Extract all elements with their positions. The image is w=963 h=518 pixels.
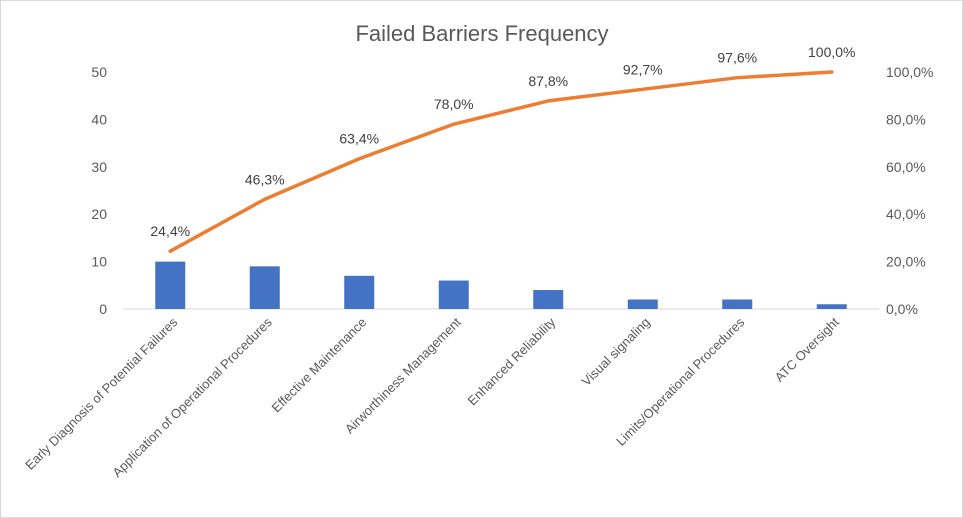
- y-tick-label: 30: [91, 159, 107, 175]
- bar: [438, 280, 469, 309]
- line-point: [641, 87, 645, 91]
- category-label: Application of Operational Procedures: [109, 314, 275, 480]
- data-label: 46,3%: [245, 171, 285, 187]
- data-label: 87,8%: [528, 73, 568, 89]
- y-tick-label: 50: [91, 64, 107, 80]
- bar: [627, 299, 658, 309]
- category-label: Visual signaling: [579, 315, 653, 389]
- y2-tick-label: 40,0%: [886, 206, 926, 222]
- line-point: [357, 157, 361, 161]
- data-label: 100,0%: [808, 44, 855, 60]
- category-label: Effective Maintenance: [268, 315, 369, 416]
- category-label: Enhanced Reliability: [464, 314, 558, 408]
- data-label: 24,4%: [150, 223, 190, 239]
- y2-tick-label: 0,0%: [886, 301, 918, 317]
- line-point: [452, 122, 456, 126]
- y2-tick-label: 100,0%: [886, 64, 933, 80]
- y2-tick-label: 60,0%: [886, 159, 926, 175]
- y-tick-label: 40: [91, 111, 107, 127]
- y-tick-label: 0: [99, 301, 107, 317]
- data-label: 78,0%: [434, 96, 474, 112]
- bar: [816, 304, 847, 309]
- cumulative-line: [168, 70, 834, 253]
- line-point: [546, 99, 550, 103]
- line-point: [830, 70, 834, 74]
- y-tick-label: 10: [91, 254, 107, 270]
- bar: [344, 275, 375, 309]
- data-label: 92,7%: [623, 61, 663, 77]
- bar: [249, 266, 280, 309]
- bar: [722, 299, 753, 309]
- bar: [533, 290, 564, 309]
- y-tick-label: 20: [91, 206, 107, 222]
- bar: [155, 261, 186, 309]
- y2-tick-label: 80,0%: [886, 111, 926, 127]
- y2-tick-label: 20,0%: [886, 254, 926, 270]
- chart-title: Failed Barriers Frequency: [355, 21, 608, 46]
- data-label: 63,4%: [339, 131, 379, 147]
- data-label: 97,6%: [717, 50, 757, 66]
- line-point: [263, 197, 267, 201]
- line-point: [168, 249, 172, 253]
- category-label: Early Diagnosis of Potential Failures: [22, 314, 181, 473]
- line-point: [735, 76, 739, 80]
- category-label: ATC Oversight: [772, 314, 842, 384]
